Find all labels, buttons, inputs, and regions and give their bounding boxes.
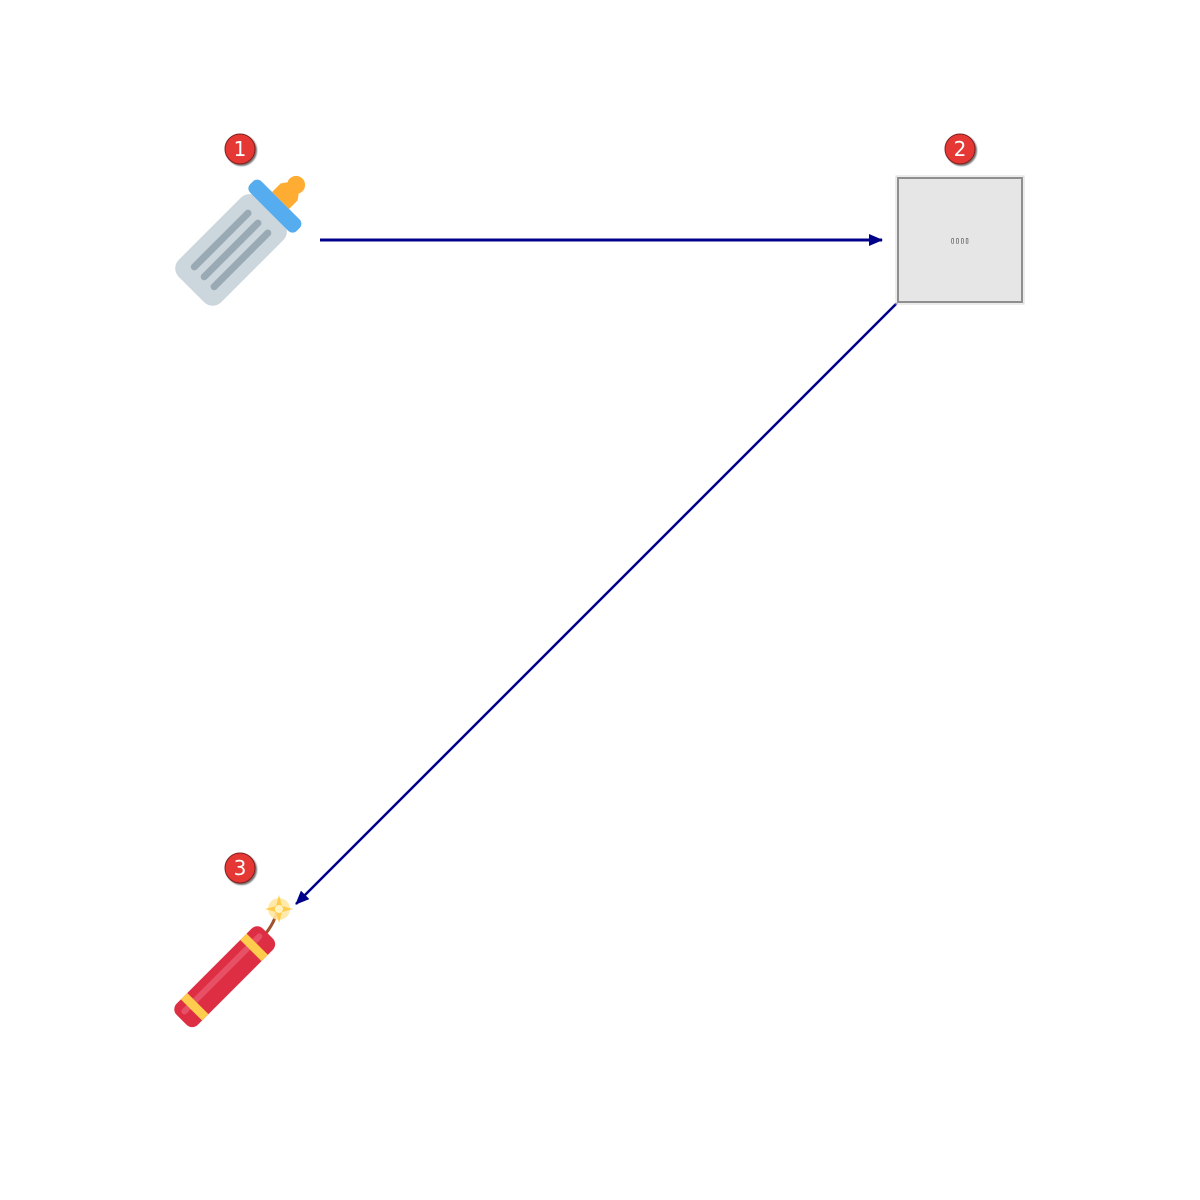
node-2[interactable]: ▯▯▯▯ 2	[895, 133, 1025, 305]
node-badge-label: 2	[954, 137, 967, 161]
edge-2-to-3	[295, 302, 898, 905]
box-glyph-text: ▯▯▯▯	[950, 236, 969, 245]
node-badge	[944, 133, 976, 165]
node-1[interactable]: 1	[168, 133, 326, 313]
node-3[interactable]: 3	[171, 852, 293, 1030]
firecracker-icon	[174, 895, 293, 1028]
node-badge-label: 1	[234, 137, 247, 161]
node-badge	[224, 133, 256, 165]
baby-bottle-icon	[175, 175, 306, 306]
node-badge	[224, 852, 256, 884]
placeholder-box	[897, 177, 1023, 303]
node-badge-label: 3	[234, 856, 247, 880]
